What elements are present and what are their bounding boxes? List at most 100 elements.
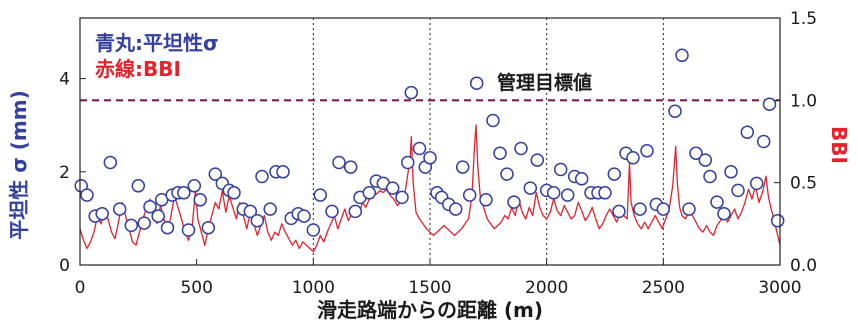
sigma-point	[560, 188, 575, 202]
sigma-point	[362, 186, 377, 200]
y-left-tick-label: 2	[59, 163, 70, 183]
sigma-point	[343, 160, 358, 174]
threshold-label: 管理目標値	[497, 71, 592, 94]
sigma-point	[243, 204, 258, 219]
sigma-point	[546, 186, 561, 200]
sigma-point	[626, 151, 640, 165]
sigma-point	[131, 179, 146, 193]
sigma-point	[404, 85, 419, 100]
sigma-point	[731, 183, 745, 198]
legend-bbi: 赤線:BBI	[95, 57, 181, 81]
x-gridlines	[312, 18, 664, 265]
sigma-point	[574, 172, 589, 186]
sigma-point	[448, 202, 463, 216]
sigma-point	[455, 160, 470, 174]
sigma-point	[276, 165, 290, 179]
sigma-point	[306, 223, 321, 237]
x-tick-label: 500	[180, 278, 212, 298]
y-right-tick-label: 0.5	[790, 174, 817, 194]
sigma-point	[689, 146, 703, 160]
sigma-point	[640, 144, 654, 158]
sigma-point	[469, 76, 484, 90]
sigma-point	[250, 213, 265, 228]
sigma-point	[395, 190, 409, 205]
sigma-series	[74, 48, 785, 237]
y-axis-right-title: BBI	[827, 126, 851, 164]
sigma-point	[607, 167, 622, 181]
sigma-point	[332, 155, 346, 170]
sigma-point	[749, 176, 764, 191]
sigma-point	[313, 188, 328, 202]
sigma-point	[124, 218, 139, 233]
sigma-point	[756, 134, 771, 149]
x-tick-label: 1500	[408, 278, 451, 298]
x-tick-label: 1000	[292, 278, 335, 298]
x-tick-label: 2500	[642, 278, 685, 298]
sigma-point	[553, 162, 568, 177]
sigma-point	[348, 204, 363, 219]
sigma-point	[668, 104, 682, 118]
x-axis-title: 滑走路端からの距離 (m)	[317, 298, 543, 321]
sigma-point	[656, 202, 671, 216]
sigma-point	[227, 186, 241, 200]
sigma-point	[710, 195, 724, 209]
y-right-tick-label: 1.5	[790, 9, 817, 29]
y-left-tick-label: 0	[59, 256, 70, 276]
sigma-point	[682, 202, 696, 216]
sigma-point	[80, 188, 94, 202]
sigma-point	[598, 186, 612, 200]
sigma-point	[201, 220, 216, 235]
sigma-point	[462, 188, 477, 202]
sigma-point	[523, 181, 538, 195]
sigma-point	[486, 113, 500, 128]
sigma-point	[137, 216, 151, 230]
sigma-point	[103, 155, 118, 170]
sigma-point	[208, 167, 223, 181]
sigma-point	[698, 153, 713, 167]
sigma-point	[255, 169, 269, 184]
sigma-point	[297, 209, 311, 223]
sigma-point	[143, 199, 157, 214]
sigma-point	[385, 181, 400, 195]
sigma-point	[703, 169, 717, 184]
sigma-point	[612, 204, 626, 219]
sigma-point	[263, 202, 277, 216]
sigma-point	[193, 193, 207, 207]
sigma-point	[770, 213, 785, 228]
sigma-point	[423, 151, 437, 165]
x-tick-label: 0	[75, 278, 86, 298]
sigma-point	[412, 141, 427, 156]
sigma-point	[479, 193, 493, 207]
sigma-point	[724, 165, 738, 179]
y-right-tick-label: 1.0	[790, 91, 817, 111]
y-axis-left-title: 平坦性 σ (mm)	[7, 90, 31, 239]
y-right-tick-label: 0.0	[790, 256, 817, 276]
sigma-point	[633, 202, 647, 216]
sigma-point	[675, 48, 689, 63]
sigma-point	[530, 153, 545, 167]
sigma-point	[112, 202, 127, 216]
sigma-point	[181, 223, 196, 237]
sigma-point	[177, 186, 191, 200]
legend-sigma: 青丸:平坦性σ	[95, 31, 219, 55]
axis-ticks: 0 500 1000 1500 2000 2500 3000 0 2 4 0.0 0.5 1.0 1.5	[59, 9, 817, 298]
sigma-point	[500, 167, 514, 181]
bbi-series	[79, 124, 781, 253]
sigma-point	[95, 206, 109, 221]
sigma-point	[187, 179, 202, 193]
sigma-point	[507, 195, 521, 209]
sigma-point	[762, 97, 777, 111]
x-tick-label: 3000	[758, 278, 801, 298]
sigma-point	[514, 141, 528, 156]
x-tick-label: 2000	[525, 278, 568, 298]
sigma-point	[740, 125, 755, 139]
y-left-tick-label: 4	[59, 70, 70, 90]
sigma-point	[401, 155, 415, 170]
sigma-point	[151, 209, 165, 223]
bbi-line	[79, 124, 781, 253]
sigma-point	[493, 146, 507, 160]
sigma-point	[325, 204, 339, 219]
sigma-point	[160, 220, 175, 235]
sigma-point	[717, 206, 731, 221]
